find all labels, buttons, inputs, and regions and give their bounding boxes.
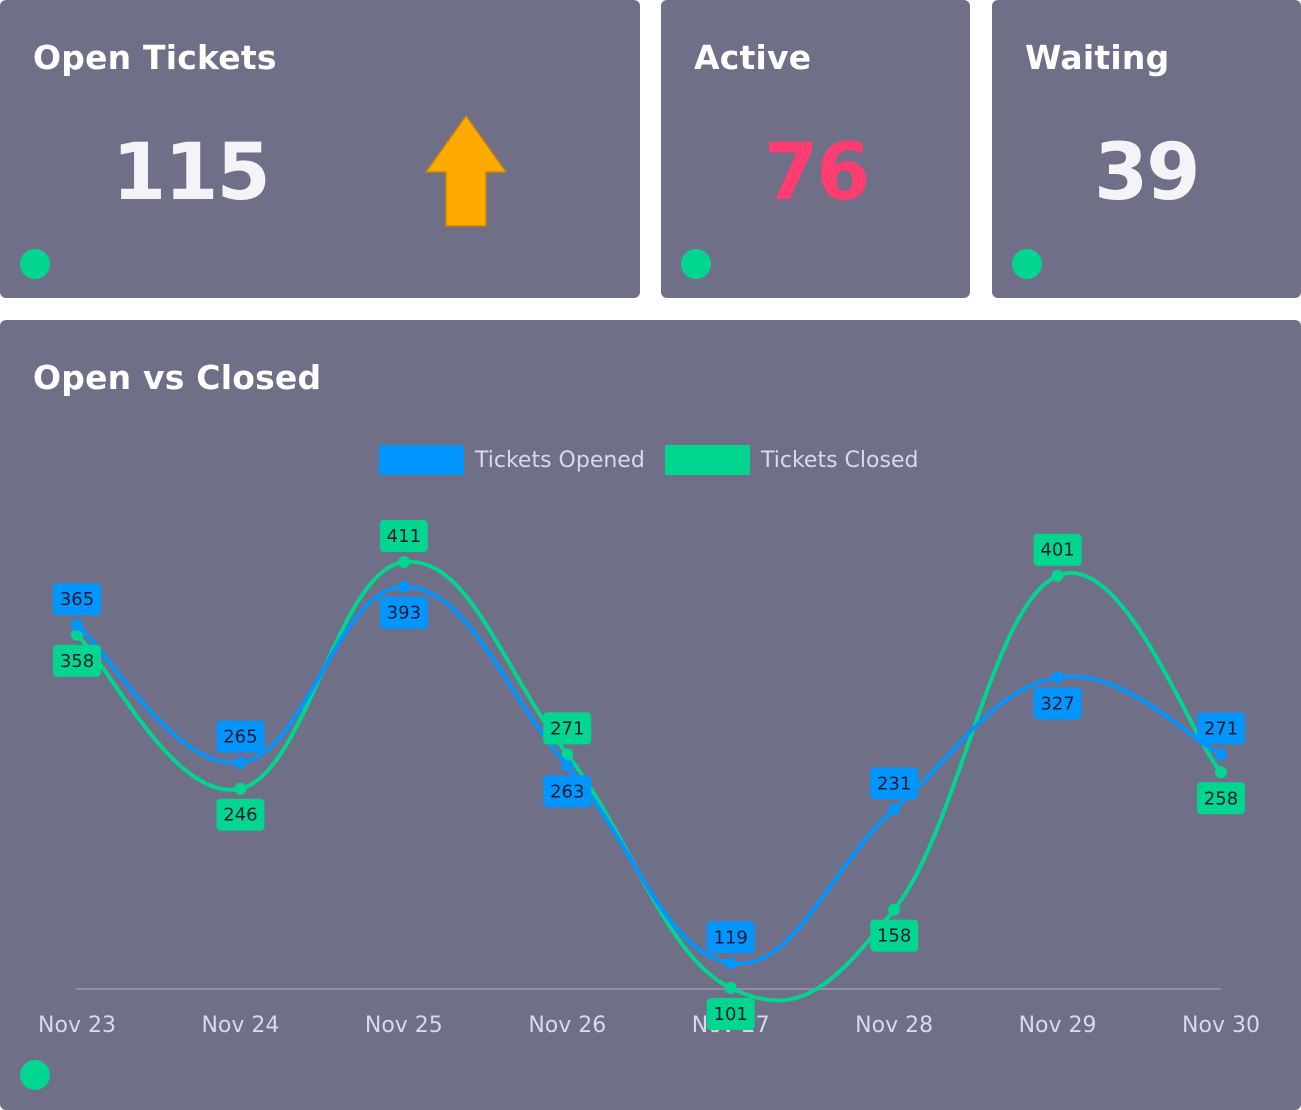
data-label: 271 <box>550 718 584 739</box>
data-point <box>234 782 247 795</box>
data-label: 358 <box>60 651 94 672</box>
waiting-title: Waiting <box>1025 38 1170 77</box>
data-label-box <box>1033 687 1082 720</box>
line-chart: Tickets Opened Tickets Closed Nov 23 Nov 2… <box>38 445 1260 1038</box>
data-point <box>724 957 737 970</box>
x-tick-label: Nov 23 <box>38 1013 116 1038</box>
data-label-box <box>379 596 428 629</box>
x-tick-label: Nov 30 <box>1182 1013 1260 1038</box>
data-point <box>1051 569 1064 582</box>
chart-title: Open vs Closed <box>33 358 322 397</box>
data-label-box <box>543 712 592 745</box>
up-arrow-icon <box>425 115 507 227</box>
x-tick-label: Nov 28 <box>855 1013 933 1038</box>
data-point <box>1215 748 1227 761</box>
data-label-box <box>543 775 592 808</box>
data-point <box>888 903 901 916</box>
status-dot <box>1012 249 1042 279</box>
data-label: 265 <box>223 727 257 748</box>
data-label: 327 <box>1040 693 1074 714</box>
open-tickets-card: Open Tickets 115 <box>0 0 640 298</box>
data-point <box>1215 766 1227 779</box>
data-label-box <box>1033 533 1082 566</box>
series-line <box>75 584 1223 966</box>
data-label-box <box>53 583 101 616</box>
active-card: Active 76 <box>661 0 970 298</box>
data-point <box>71 619 83 632</box>
data-label-box <box>706 921 755 954</box>
data-label: 246 <box>223 805 257 826</box>
waiting-card: Waiting 39 <box>992 0 1301 298</box>
series-line <box>75 559 1223 1003</box>
data-point <box>888 803 901 816</box>
data-point <box>724 982 737 994</box>
data-label: 119 <box>714 927 748 948</box>
open-tickets-title: Open Tickets <box>33 38 277 77</box>
data-label-box <box>53 644 101 677</box>
data-label-box <box>1197 782 1245 815</box>
active-title: Active <box>694 38 812 77</box>
data-point <box>71 628 83 641</box>
data-point <box>397 580 410 593</box>
data-label: 258 <box>1204 788 1238 809</box>
data-point <box>561 748 574 761</box>
status-dot <box>20 1060 50 1090</box>
legend-swatch <box>665 445 750 475</box>
status-dot <box>20 249 50 279</box>
x-tick-label: Nov 26 <box>528 1013 606 1038</box>
data-label: 411 <box>387 526 421 547</box>
data-point <box>397 556 410 568</box>
data-label: 401 <box>1040 540 1074 561</box>
data-label: 271 <box>1204 718 1238 739</box>
status-dot <box>681 249 711 279</box>
open-tickets-value: 115 <box>112 128 271 218</box>
data-label: 263 <box>550 781 584 802</box>
data-point <box>234 756 247 769</box>
data-label: 365 <box>60 589 94 610</box>
open-vs-closed-card: Tickets Opened Tickets Closed Nov 23 Nov 2… <box>0 320 1301 1110</box>
data-label-box <box>706 998 755 1030</box>
legend-swatch <box>379 445 464 475</box>
legend-label: Tickets Closed <box>760 448 918 473</box>
data-label-box <box>870 919 919 952</box>
legend-label: Tickets Opened <box>474 448 645 473</box>
data-label-box <box>216 798 265 831</box>
data-label-box <box>870 767 919 800</box>
data-label-box <box>1197 712 1245 745</box>
data-label: 158 <box>877 926 911 947</box>
data-label: 393 <box>387 603 421 624</box>
waiting-value: 39 <box>1094 128 1201 218</box>
x-tick-label: Nov 24 <box>201 1013 279 1038</box>
active-value: 76 <box>764 128 871 218</box>
data-point <box>1051 671 1064 684</box>
data-label-box <box>216 720 265 753</box>
data-label: 231 <box>877 773 911 794</box>
data-label-box <box>379 520 428 552</box>
data-label: 101 <box>714 1004 748 1025</box>
data-point <box>561 759 574 772</box>
x-tick-label: Nov 25 <box>365 1013 443 1038</box>
x-tick-label: Nov 29 <box>1019 1013 1097 1038</box>
